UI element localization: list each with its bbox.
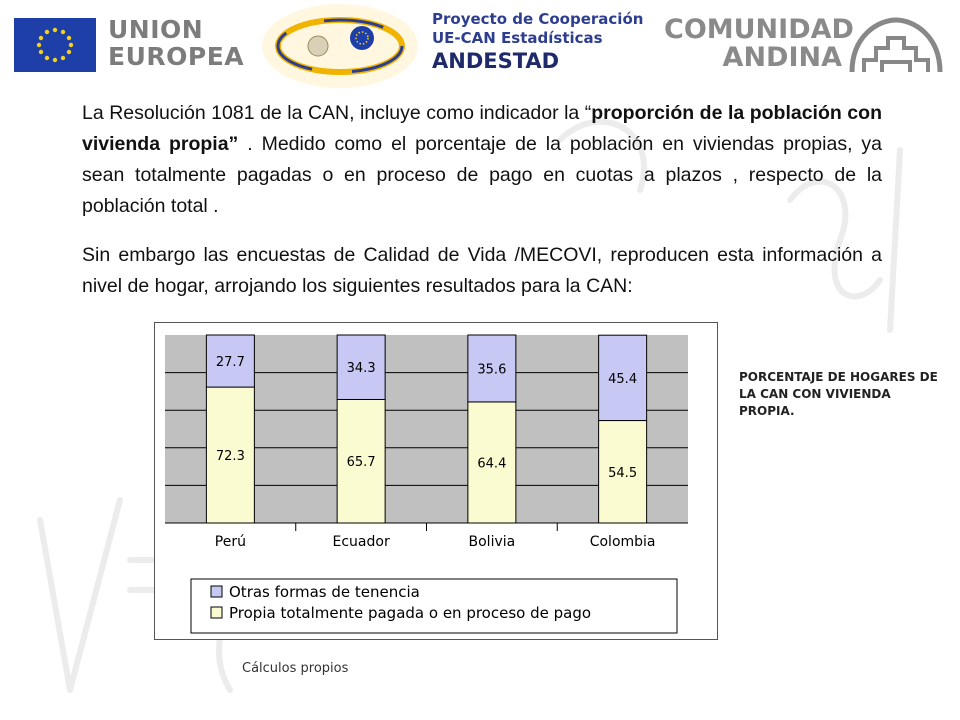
legend-swatch [210, 585, 223, 598]
bar-segment [205, 386, 255, 524]
stacked-bar-chart: 72.3 27.7 Perú 65.7 34.3 Ecuador 64.4 35.6 Boliv… [165, 334, 688, 634]
chart-side-title: PORCENTAJE DE HOGARES DE LA CAN CON VIVI… [739, 370, 938, 418]
category-label: Ecuador [333, 534, 390, 550]
bar-segment [336, 398, 386, 524]
p1-part2: . Medido como el porcentaje de la poblac… [82, 133, 882, 217]
bar-segment [467, 401, 517, 524]
data-label: 35.6 [477, 362, 506, 377]
data-label: 64.4 [477, 456, 506, 471]
eu-line2: EUROPEA [108, 42, 245, 71]
data-label: 45.4 [608, 372, 637, 387]
data-label: 34.3 [347, 361, 376, 376]
legend-label: Otras formas de tenencia [229, 583, 420, 601]
project-line1: Proyecto de Cooperación [432, 10, 644, 28]
source-note: Cálculos propios [242, 661, 349, 676]
data-label: 72.3 [216, 449, 245, 464]
eu-logo-text: UNION EUROPEA [108, 16, 244, 70]
project-line3: ANDESTAD [432, 49, 560, 73]
p1-bold: proporción de la población con vivienda … [82, 102, 882, 155]
intro-paragraph: La Resolución 1081 de la CAN, incluye co… [82, 98, 882, 222]
data-label: 54.5 [608, 466, 637, 481]
second-paragraph: Sin embargo las encuestas de Calidad de … [82, 244, 882, 297]
header: UNION EUROPEA Proyecto de Cooperación UE… [0, 0, 960, 88]
eu-line1: UNION [108, 15, 204, 44]
bar-segment [336, 334, 386, 400]
legend-box [190, 578, 678, 634]
can-logo-text: COMUNIDAD ANDINA [664, 14, 854, 73]
category-label: Bolivia [469, 534, 516, 550]
category-label: Colombia [590, 534, 656, 550]
can-line2: ANDINA [722, 42, 842, 73]
p1-part1: La Resolución 1081 de la CAN, incluye co… [82, 102, 592, 124]
legend-label: Propia totalmente pagada o en proceso de… [229, 604, 591, 622]
chart-frame: 72.3 27.7 Perú 65.7 34.3 Ecuador 64.4 35.6 Boliv… [154, 322, 718, 640]
data-label: 65.7 [347, 455, 376, 470]
eu-flag-icon [14, 18, 96, 72]
data-label: 27.7 [216, 355, 245, 370]
can-logo-icon [849, 17, 943, 73]
bar-segment [205, 334, 255, 388]
project-title: Proyecto de Cooperación UE-CAN Estadísti… [432, 10, 643, 74]
bar-segment [598, 334, 648, 422]
andestad-logo-icon [262, 4, 418, 88]
can-line1: COMUNIDAD [664, 14, 854, 45]
project-line2: UE-CAN Estadísticas [432, 29, 603, 47]
bar-segment [467, 334, 517, 403]
category-label: Perú [215, 534, 246, 550]
legend-swatch [210, 606, 223, 619]
